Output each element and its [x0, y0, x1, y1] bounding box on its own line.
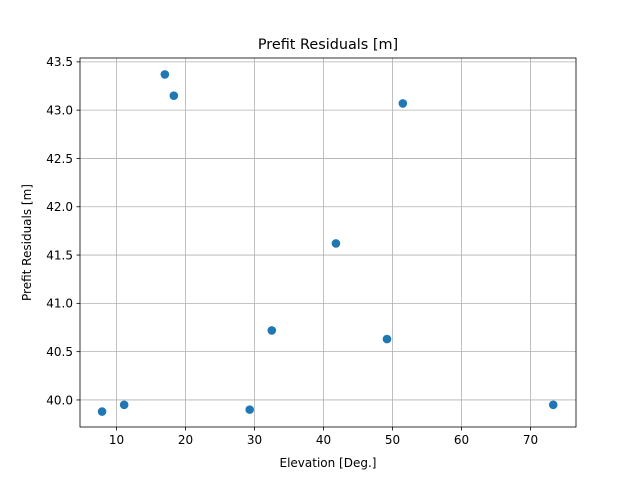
- y-tick-label: 43.5: [46, 55, 73, 69]
- y-axis-label: Prefit Residuals [m]: [20, 184, 34, 301]
- data-point: [382, 334, 392, 344]
- x-tick-label: 40: [316, 433, 331, 447]
- x-tick-label: 50: [385, 433, 400, 447]
- data-point: [245, 405, 255, 414]
- x-tick-label: 70: [523, 433, 538, 447]
- data-point: [169, 91, 179, 100]
- plot-background: [80, 58, 576, 427]
- chart-title: Prefit Residuals [m]: [258, 37, 398, 53]
- x-tick-label: 10: [109, 433, 124, 447]
- x-tick-label: 60: [454, 433, 469, 447]
- y-tick-label: 42.5: [46, 152, 73, 166]
- x-tick-label: 20: [178, 433, 193, 447]
- x-tick-label: 30: [247, 433, 262, 447]
- data-point: [398, 99, 408, 108]
- y-tick-label: 41.5: [46, 248, 73, 262]
- data-point: [160, 70, 170, 79]
- y-tick-label: 41.0: [46, 297, 73, 311]
- grid: [80, 58, 576, 427]
- plot-frame: [79, 57, 577, 428]
- data-point: [331, 239, 341, 248]
- y-tick-label: 43.0: [46, 103, 73, 117]
- data-point: [97, 407, 107, 416]
- data-points: [97, 70, 558, 416]
- data-point: [548, 400, 558, 410]
- y-tick-label: 40.0: [46, 393, 73, 407]
- data-point: [267, 326, 277, 335]
- data-point: [119, 400, 129, 410]
- x-axis-label: Elevation [Deg.]: [280, 456, 377, 470]
- y-tick-label: 40.5: [46, 345, 73, 359]
- axis-ticks: 10 20 30 40 50 60 70 40.0 40.5 41.0 41.5 42.0 42.5 43…: [46, 55, 538, 447]
- y-tick-label: 42.0: [46, 200, 73, 214]
